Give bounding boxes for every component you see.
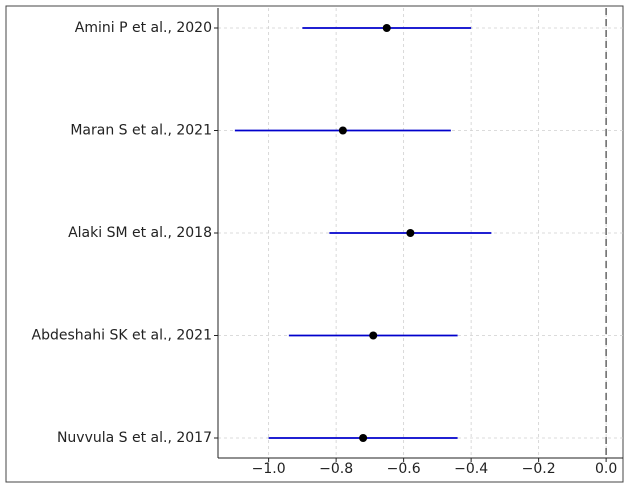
point-estimate <box>338 126 347 135</box>
y-tick-label: Abdeshahi SK et al., 2021 <box>32 328 212 344</box>
x-tick-label: −1.0 <box>252 461 286 477</box>
x-tick-label: −0.8 <box>319 461 353 477</box>
point-estimate <box>406 229 415 237</box>
x-tick-label: −0.2 <box>522 461 556 477</box>
point-estimate <box>369 331 378 340</box>
y-tick-label: Nuvvula S et al., 2017 <box>57 430 212 446</box>
y-tick-label: Maran S et al., 2021 <box>70 123 212 139</box>
figure-frame <box>5 5 624 483</box>
x-tick-label: −0.4 <box>454 461 488 477</box>
x-tick-label: −0.6 <box>387 461 421 477</box>
point-estimate <box>359 434 368 442</box>
x-tick-label: 0.0 <box>595 461 617 477</box>
y-tick-label: Amini P et al., 2020 <box>75 20 212 36</box>
point-estimate <box>382 24 391 32</box>
y-tick-label: Alaki SM et al., 2018 <box>68 225 212 241</box>
